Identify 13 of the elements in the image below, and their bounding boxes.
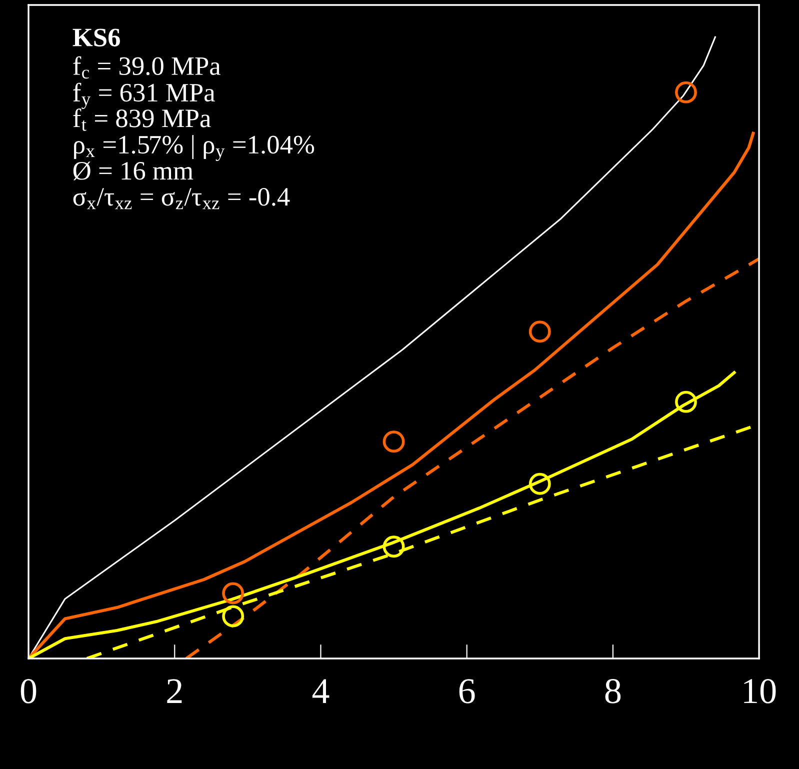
x-tick-label: 6 [459,679,475,704]
annotation: f$_{y}$ = 631 MPa [73,82,215,109]
x-tick-label: 2 [167,679,182,703]
x-tick-label: 0 [20,678,36,704]
annotation: f$_{c}$ = 39.0 MPa [73,56,221,79]
annotation: ρ$_{x}$ =1.57% | ρ$_{y}$ =1.04% [74,135,314,161]
annotation: Ø = 16 mm [73,162,194,180]
x-tick-label: 4 [312,679,330,703]
text: σ$_{x}$/τ$_{xz}$ = σ$_{z}$/τ$_{xz}$ = -0.4 [73,188,290,210]
x-tick-label: 8 [605,678,621,704]
chart-title: KS6 [72,28,120,46]
x-tick-label: 10 [744,678,776,704]
annotation: f$_{t}$ = 839 MPa [73,108,211,131]
